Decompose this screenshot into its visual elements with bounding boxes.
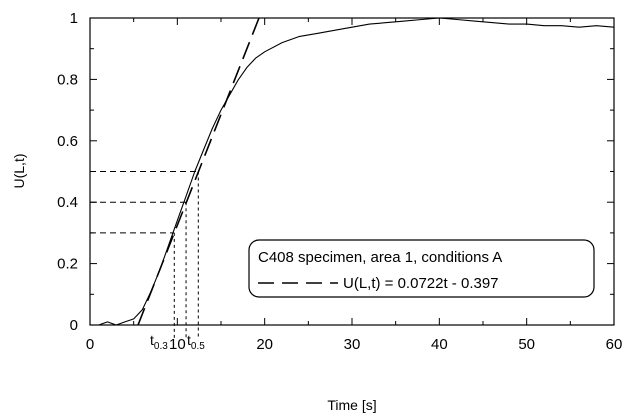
t03-base: t xyxy=(150,332,154,348)
x-tick-label: 60 xyxy=(606,336,623,353)
reference-lines xyxy=(90,171,199,339)
t03-annotation: t0.3 xyxy=(150,332,168,352)
svg-text:t0.3: t0.3 xyxy=(150,332,168,352)
x-tick-label: 20 xyxy=(256,336,273,353)
y-tick-label: 0.8 xyxy=(57,71,78,88)
y-tick-label: 0.6 xyxy=(57,133,78,150)
x-tick-label: 0 xyxy=(86,336,94,353)
t05-sub: 0.5 xyxy=(191,341,205,352)
x-tick-label: 10 xyxy=(169,336,186,353)
x-tick-label: 30 xyxy=(344,336,361,353)
svg-text:t0.5: t0.5 xyxy=(187,332,205,352)
series xyxy=(90,18,614,325)
y-tick-label: 1 xyxy=(70,10,78,27)
legend: C408 specimen, area 1, conditions A U(L,… xyxy=(248,239,595,298)
y-axis-label: U(L,t) xyxy=(11,154,27,189)
x-tick-label: 50 xyxy=(518,336,535,353)
x-axis-label: Time [s] xyxy=(327,397,376,413)
legend-entry-fit: U(L,t) = 0.0722t - 0.397 xyxy=(343,275,499,292)
y-tick-label: 0 xyxy=(70,317,78,334)
axis-ticks: 0 10 20 30 40 50 60 0 0.2 0.4 0.6 0.8 1 xyxy=(57,10,622,353)
t05-annotation: t0.5 xyxy=(187,332,205,352)
y-tick-label: 0.4 xyxy=(57,194,78,211)
x-tick-label: 40 xyxy=(431,336,448,353)
t05-base: t xyxy=(187,332,191,348)
y-tick-label: 0.2 xyxy=(57,256,78,273)
legend-entry-specimen: C408 specimen, area 1, conditions A xyxy=(258,249,502,266)
fit-series-line xyxy=(137,18,260,325)
t03-sub: 0.3 xyxy=(154,341,168,352)
